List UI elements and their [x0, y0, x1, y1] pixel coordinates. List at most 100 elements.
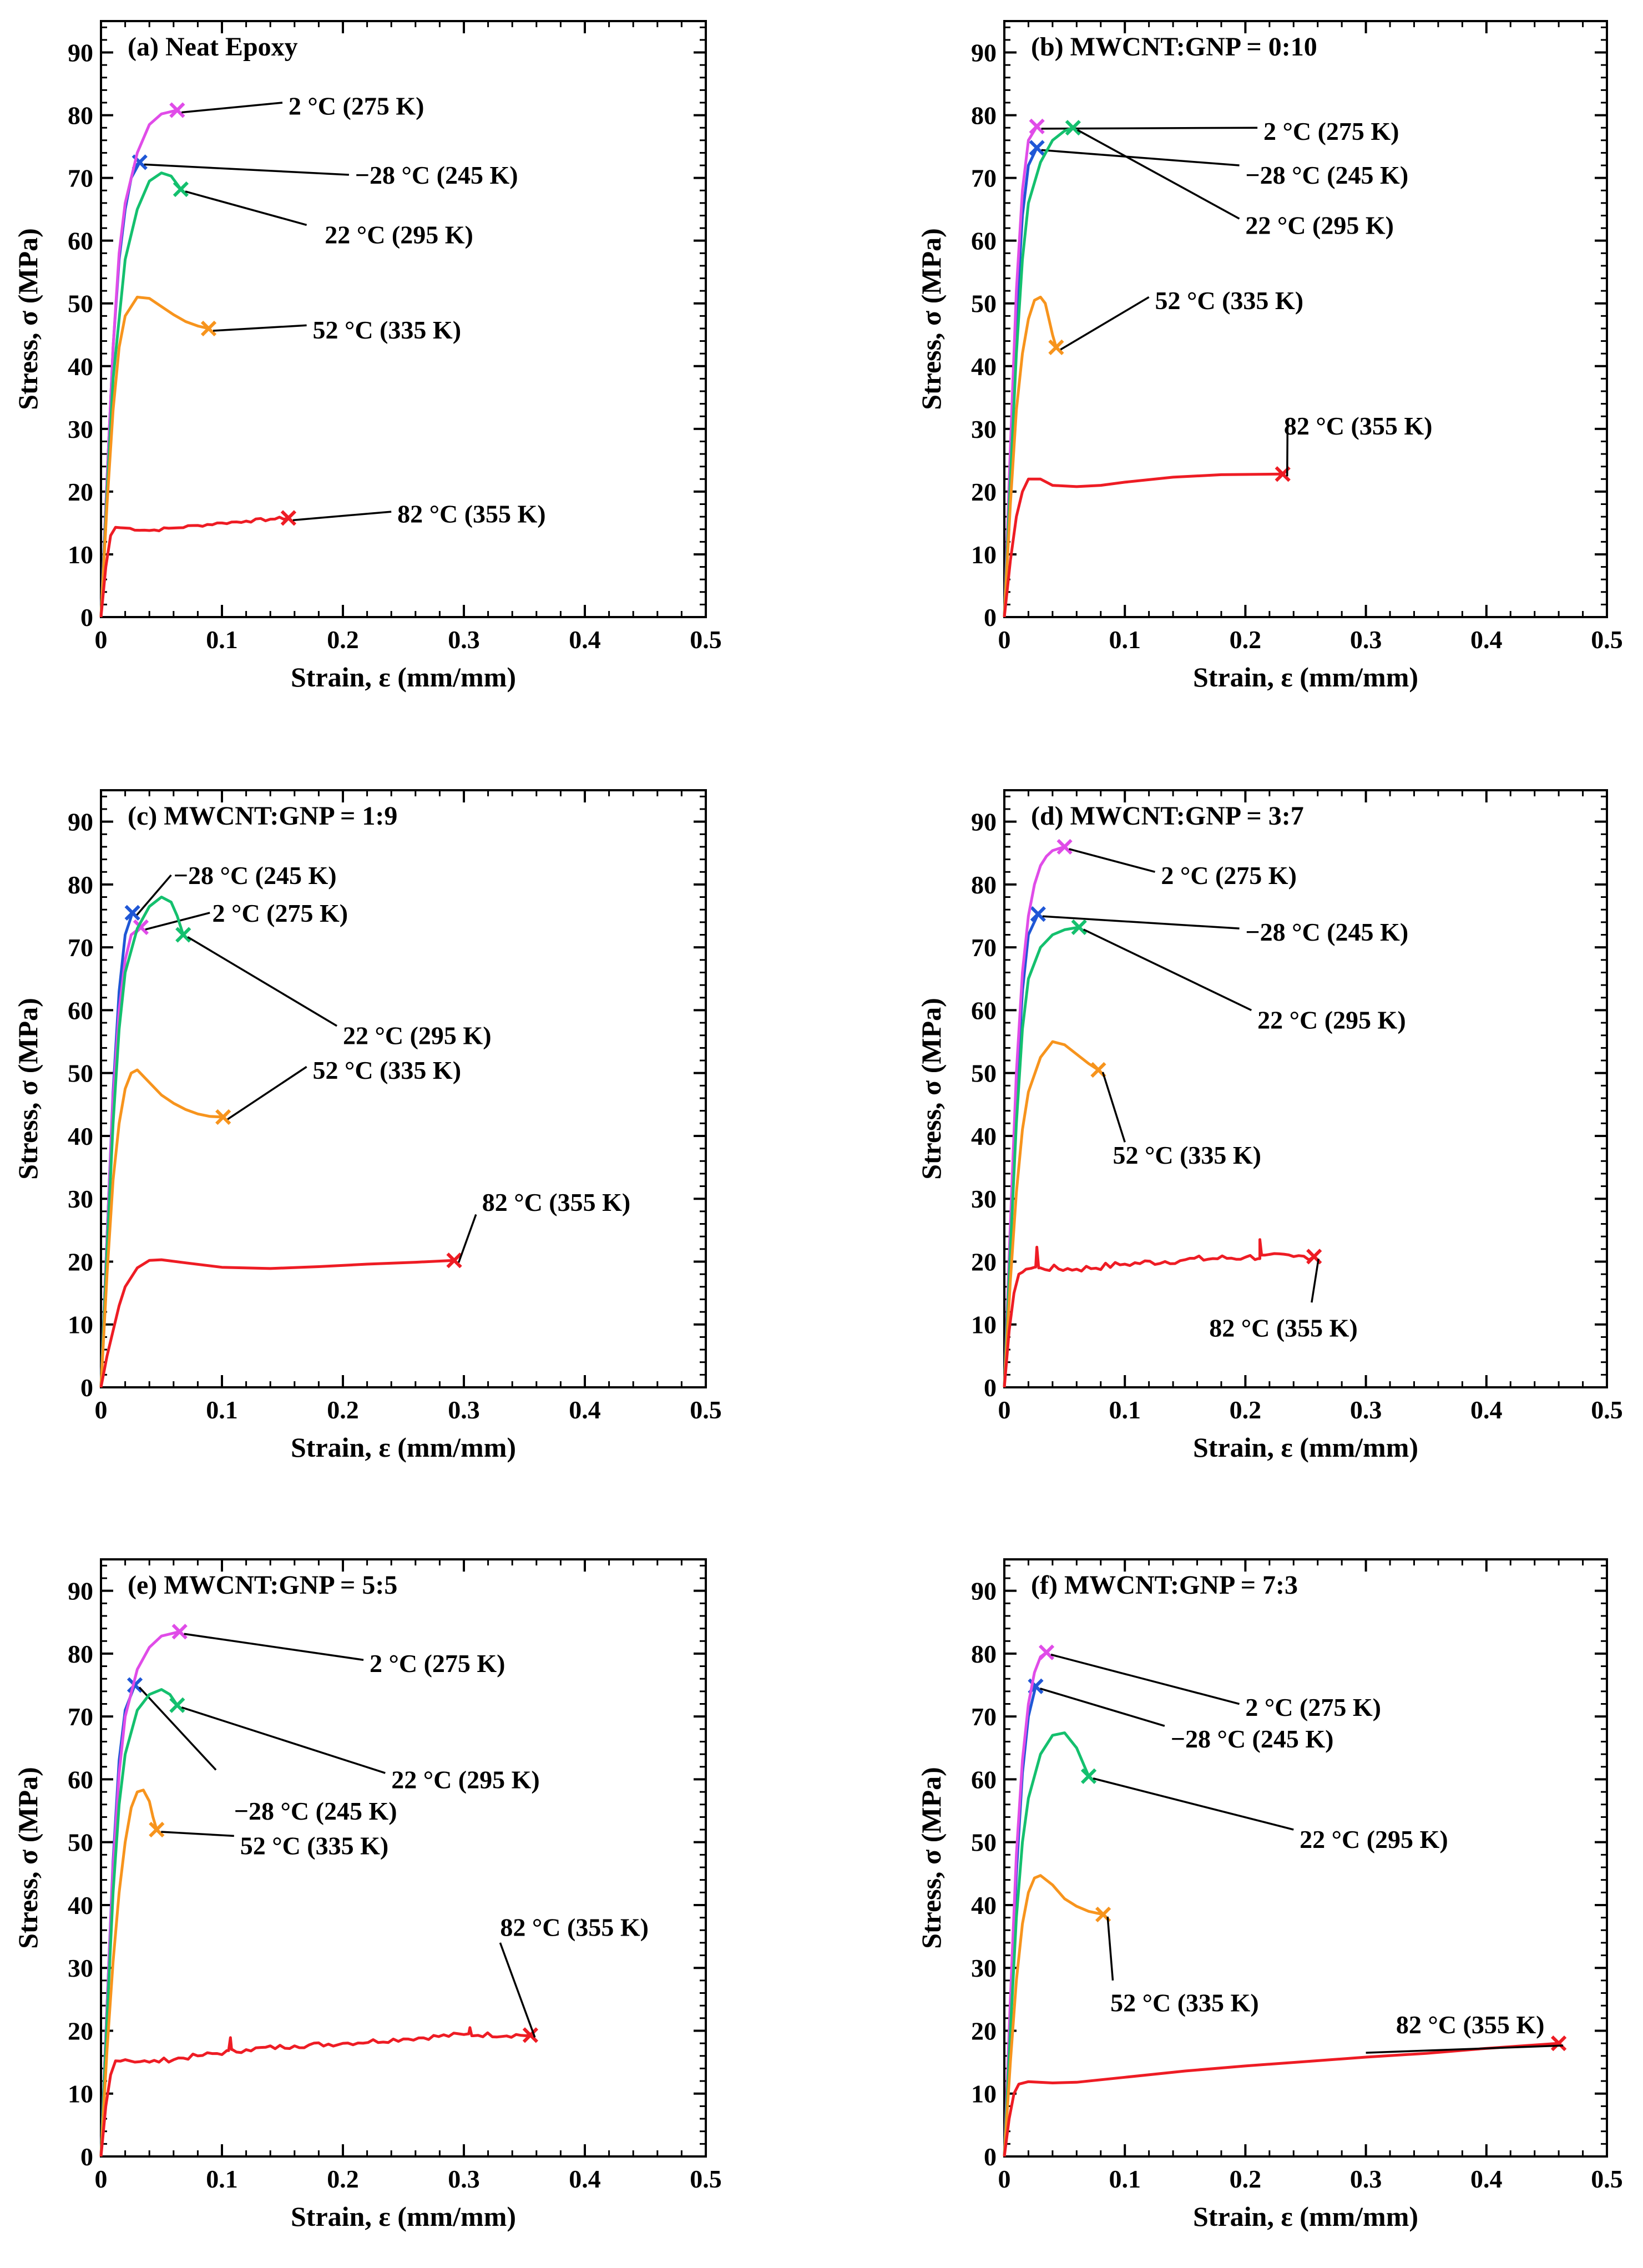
fracture-marker	[1038, 1644, 1055, 1660]
chart-panel-d: 0 0.1 0.2 0.3 0.4 0.5 0 10 20 30 40 50 60 70 80 90 Strai…	[916, 789, 1623, 1463]
annotation-label: 82 °C (355 K)	[1284, 412, 1433, 440]
annotation-leader	[1083, 928, 1252, 1011]
series-line	[1003, 295, 1058, 618]
series-line	[99, 1258, 454, 1388]
series-line	[99, 2026, 531, 2157]
y-tick-label: 80	[68, 1640, 93, 1668]
annotation-leader	[136, 874, 172, 916]
fracture-marker	[280, 510, 297, 526]
series-2C: 2 °C (275 K)	[99, 1624, 505, 2157]
x-tick-label: 0	[95, 625, 108, 654]
x-tick-label: 0.3	[1350, 625, 1382, 654]
y-tick-label: 40	[68, 1122, 93, 1150]
x-axis-label: Strain, ε (mm/mm)	[291, 661, 516, 693]
fracture-marker	[1071, 919, 1087, 936]
plot-frame	[100, 20, 707, 618]
annotation-label: 22 °C (295 K)	[325, 220, 473, 249]
series-52C: 52 °C (335 K)	[99, 1789, 389, 2157]
annotation-label: −28 °C (245 K)	[1171, 1725, 1334, 1753]
x-tick-label: 0.2	[327, 2165, 359, 2193]
annotation-leader	[181, 102, 283, 114]
fracture-marker	[1030, 906, 1046, 922]
plot-frame	[1003, 789, 1608, 1388]
x-tick-label: 0.4	[1470, 2165, 1503, 2193]
x-axis-label: Strain, ε (mm/mm)	[291, 1432, 516, 1463]
series-82C: 82 °C (355 K)	[99, 1913, 649, 2157]
x-tick-label: 0	[95, 2165, 108, 2193]
y-tick-label: 20	[68, 2017, 93, 2045]
chart-title: (d) MWCNT:GNP = 3:7	[1031, 801, 1304, 831]
series-line	[99, 109, 178, 618]
y-tick-label: 80	[68, 871, 93, 899]
y-tick-label: 10	[971, 541, 997, 569]
y-tick-label: 60	[68, 996, 93, 1024]
y-tick-label: 20	[971, 1247, 997, 1276]
fracture-marker	[171, 1624, 188, 1640]
series-line	[1003, 1731, 1090, 2157]
y-axis-label: Stress, σ (MPa)	[12, 228, 43, 410]
y-tick-label: 60	[68, 227, 93, 255]
y-tick-label: 30	[68, 1954, 93, 1982]
y-tick-label: 70	[971, 933, 997, 962]
y-tick-label: 50	[68, 1828, 93, 1857]
series-line	[99, 1688, 179, 2157]
chart-panel-f: 0 0.1 0.2 0.3 0.4 0.5 0 10 20 30 40 50 60 70 80 90 Strai…	[916, 1558, 1623, 2232]
annotation-label: 52 °C (335 K)	[240, 1831, 389, 1860]
series-line	[1003, 1238, 1315, 1388]
annotation-label: 22 °C (295 K)	[1245, 211, 1394, 239]
annotation-label: 82 °C (355 K)	[500, 1913, 649, 1942]
fracture-marker	[1550, 2035, 1567, 2052]
series-line	[99, 161, 141, 618]
fracture-marker	[522, 2027, 539, 2043]
fracture-marker	[1056, 838, 1073, 855]
annotation-label: 2 °C (275 K)	[213, 899, 348, 927]
y-tick-label: 0	[984, 2143, 997, 2171]
annotation-label: 22 °C (295 K)	[343, 1022, 492, 1050]
y-tick-label: 10	[971, 1311, 997, 1339]
series-line	[1003, 845, 1065, 1388]
x-tick-label: 0.4	[1470, 1396, 1503, 1424]
x-tick-label: 0.1	[206, 2165, 238, 2193]
annotation-label: 52 °C (335 K)	[313, 316, 462, 344]
y-tick-label: 30	[971, 415, 997, 443]
annotation-label: 52 °C (335 K)	[313, 1056, 462, 1084]
series-2C: 2 °C (275 K)	[1003, 838, 1297, 1388]
annotation-leader	[1039, 1688, 1165, 1727]
series-line	[1003, 1040, 1099, 1388]
y-tick-label: 30	[971, 1954, 997, 1982]
plot-frame	[1003, 1558, 1608, 2158]
y-tick-label: 90	[68, 1577, 93, 1605]
x-tick-label: 0.2	[1230, 2165, 1262, 2193]
annotation-leader	[227, 1065, 307, 1120]
fracture-marker	[1029, 118, 1045, 135]
fracture-marker	[169, 1697, 185, 1713]
annotation-label: 52 °C (335 K)	[1113, 1141, 1261, 1169]
fracture-marker	[169, 102, 185, 118]
x-tick-label: 0.2	[327, 625, 359, 654]
annotation-leader	[1041, 149, 1240, 166]
y-tick-label: 90	[68, 39, 93, 67]
series-line	[1003, 2042, 1559, 2157]
series-52C: 52 °C (335 K)	[1003, 1874, 1259, 2157]
y-tick-label: 50	[971, 290, 997, 318]
annotation-leader	[1106, 1916, 1114, 1981]
x-tick-label: 0.1	[206, 625, 238, 654]
x-tick-label: 0.5	[1591, 1396, 1623, 1424]
annotation-leader	[1041, 127, 1258, 130]
series-minus28C: −28 °C (245 K)	[1003, 1678, 1334, 2157]
x-tick-label: 0.2	[1230, 625, 1262, 654]
annotation-label: −28 °C (245 K)	[1245, 918, 1408, 946]
series-22C: 22 °C (295 K)	[1003, 120, 1394, 618]
series-52C: 52 °C (335 K)	[99, 295, 462, 618]
fracture-marker	[1080, 1768, 1097, 1784]
y-axis-label: Stress, σ (MPa)	[12, 1767, 43, 1949]
x-tick-label: 0.2	[327, 1396, 359, 1424]
fracture-marker	[446, 1252, 462, 1269]
series-line	[1003, 126, 1074, 618]
series-2C: 2 °C (275 K)	[1003, 117, 1399, 618]
y-axis-label: Stress, σ (MPa)	[12, 998, 43, 1180]
chart-title: (b) MWCNT:GNP = 0:10	[1031, 32, 1317, 62]
annotation-leader	[1076, 129, 1240, 220]
annotation-leader	[1311, 1259, 1320, 1303]
annotation-leader	[457, 1214, 477, 1263]
